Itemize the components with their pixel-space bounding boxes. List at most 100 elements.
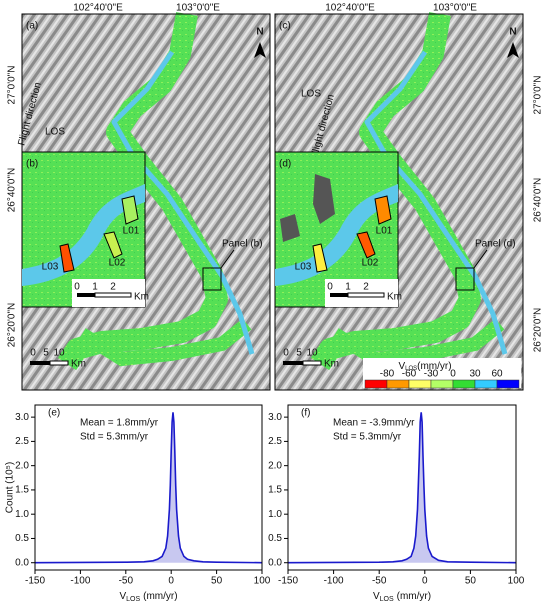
latitude-label: 27°0'0"N bbox=[7, 66, 18, 105]
legend-swatch bbox=[496, 379, 520, 389]
longitude-label: 102°40'0"E bbox=[73, 3, 123, 14]
y-tick-label: 0.5 bbox=[15, 533, 29, 544]
inset-scale-bar bbox=[347, 292, 385, 298]
x-tick-label: 0 bbox=[422, 576, 428, 587]
scale-bar bbox=[30, 361, 50, 365]
y-tick-label: 3.0 bbox=[15, 412, 29, 423]
inset-scale-label: 2 bbox=[363, 282, 369, 293]
inset-scale-label: 1 bbox=[92, 282, 98, 293]
legend-swatch bbox=[408, 379, 432, 389]
los-label: LOS bbox=[301, 89, 321, 100]
legend-swatch bbox=[430, 379, 454, 389]
inset-scale-bar bbox=[94, 292, 132, 298]
inset-scale-label: 1 bbox=[345, 282, 351, 293]
inset-river bbox=[22, 184, 145, 286]
legend-title-part: LOS bbox=[405, 366, 417, 372]
legend-tick: 60 bbox=[491, 369, 503, 380]
x-axis-label-part: V bbox=[119, 591, 126, 602]
legend-title-part: (mm/yr) bbox=[417, 361, 451, 372]
x-tick-label: -100 bbox=[70, 576, 90, 587]
x-tick-label: -100 bbox=[324, 576, 344, 587]
landslide-label: L01 bbox=[376, 226, 393, 237]
latitude-label: 26°40'0"N bbox=[7, 168, 18, 213]
y-tick-label: 1.5 bbox=[15, 485, 29, 496]
y-tick-label: 2.0 bbox=[15, 460, 29, 471]
line bbox=[287, 412, 517, 564]
x-tick-label: -150 bbox=[278, 576, 298, 587]
callout-line bbox=[473, 249, 488, 269]
inset-scale-label: 2 bbox=[110, 282, 116, 293]
los-label: LOS bbox=[45, 127, 65, 138]
y-axis-label: Count (10⁵) bbox=[5, 462, 16, 513]
river bbox=[111, 50, 255, 355]
x-tick-label: 100 bbox=[254, 576, 271, 587]
x-axis-label-part: LOS bbox=[380, 596, 394, 603]
inset-river bbox=[275, 184, 398, 286]
scale-bar bbox=[302, 360, 322, 366]
line bbox=[34, 412, 263, 564]
north-arrow bbox=[507, 42, 519, 58]
y-tick-label: 0.5 bbox=[268, 533, 282, 544]
y-tick-label: 0.0 bbox=[15, 557, 29, 568]
scale-label: 10 bbox=[53, 348, 65, 359]
y-tick-label: 1.0 bbox=[268, 509, 282, 520]
deformation-strip bbox=[310, 12, 481, 371]
landslide bbox=[312, 243, 328, 273]
y-tick-label: 1.5 bbox=[268, 485, 282, 496]
y-tick-label: 2.5 bbox=[15, 436, 29, 447]
x-axis-label-part: (mm/yr) bbox=[143, 591, 177, 602]
x-tick-label: 50 bbox=[211, 576, 223, 587]
landslide bbox=[374, 195, 392, 225]
x-tick-label: 100 bbox=[508, 576, 525, 587]
scale-label: 0 bbox=[283, 348, 289, 359]
panel-label: (a) bbox=[26, 21, 38, 32]
inset-scale-unit: Km bbox=[387, 292, 402, 303]
scale-label: 0 bbox=[30, 348, 36, 359]
y-tick-label: 2.0 bbox=[268, 460, 282, 471]
inset-scale-label: 0 bbox=[327, 282, 333, 293]
legend-tick: 30 bbox=[469, 369, 481, 380]
axes-frame bbox=[34, 404, 263, 571]
scale-label: 5 bbox=[43, 348, 49, 359]
inset-scale-unit: Km bbox=[134, 292, 149, 303]
legend-tick: -80 bbox=[380, 369, 395, 380]
area bbox=[35, 412, 262, 563]
x-tick-label: -50 bbox=[119, 576, 134, 587]
x-axis-label-part: (mm/yr) bbox=[397, 591, 431, 602]
x-axis-label: VLOS (mm/yr) bbox=[119, 591, 177, 603]
callout-box bbox=[455, 267, 475, 291]
annotation: Mean = -3.9mm/yr bbox=[333, 418, 415, 429]
north-arrow bbox=[254, 42, 266, 58]
y-tick-label: 2.5 bbox=[268, 436, 282, 447]
scale-label: 5 bbox=[296, 348, 302, 359]
x-tick-label: 50 bbox=[465, 576, 477, 587]
inset-scale-bar bbox=[330, 293, 348, 297]
legend-swatch bbox=[452, 379, 476, 389]
legend-title-part: V bbox=[398, 361, 405, 372]
latitude-label: 26°20'0"N bbox=[7, 303, 18, 348]
deformation-strip bbox=[57, 12, 228, 371]
longitude-label: 103°0'0"E bbox=[433, 3, 477, 14]
landslide-label: L01 bbox=[123, 226, 140, 237]
landslide-label: L03 bbox=[295, 262, 312, 273]
x-tick-label: 0 bbox=[168, 576, 174, 587]
annotation: Mean = 1.8mm/yr bbox=[80, 418, 159, 429]
longitude-label: 103°0'0"E bbox=[176, 3, 220, 14]
callout-box bbox=[202, 267, 222, 291]
x-tick-label: -50 bbox=[372, 576, 387, 587]
scale-bar bbox=[49, 360, 69, 366]
axes-frame bbox=[287, 404, 517, 571]
latitude-label: 27°0'0"N bbox=[533, 76, 544, 115]
legend-swatch bbox=[364, 379, 388, 389]
x-axis-label: VLOS (mm/yr) bbox=[373, 591, 431, 603]
inset-scale-label: 0 bbox=[74, 282, 80, 293]
longitude-label: 102°40'0"E bbox=[325, 3, 375, 14]
north-label: N bbox=[256, 27, 263, 38]
inset-panel-label: (d) bbox=[279, 159, 291, 170]
legend-title: VLOS(mm/yr) bbox=[398, 361, 451, 372]
deformation-strip bbox=[331, 318, 505, 367]
inset: L01 L02 L03 (d) 0 1 2 Km bbox=[274, 151, 402, 308]
legend-swatch bbox=[386, 379, 410, 389]
legend-tick: -60 bbox=[402, 369, 417, 380]
